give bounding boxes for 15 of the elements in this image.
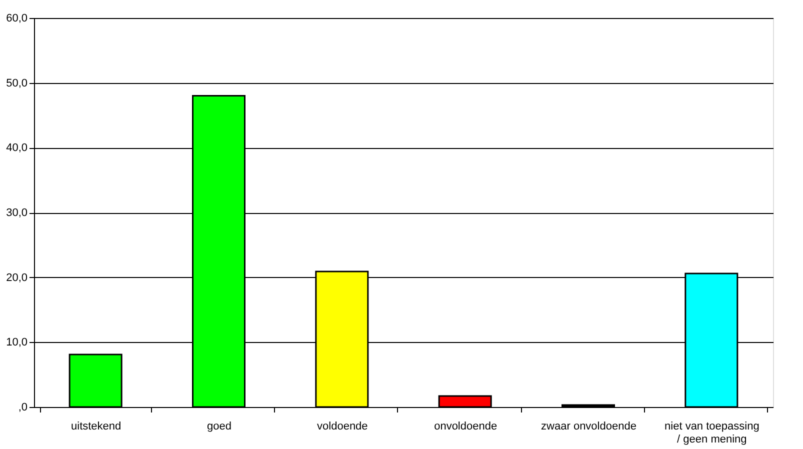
bar: [68, 354, 122, 408]
x-tick-label: niet van toepassing / geen mening: [664, 420, 760, 446]
y-tick-label: 60,0: [6, 12, 28, 24]
x-tick-label: onvoldoende: [434, 420, 498, 432]
x-tick-label: uitstekend: [71, 420, 122, 432]
y-tick-label: 50,0: [6, 77, 28, 90]
y-tick-label: 40,0: [6, 142, 28, 154]
y-tick-label: 10,0: [6, 336, 28, 349]
y-tick-label: 20,0: [6, 272, 28, 284]
x-tick-label: goed: [207, 420, 232, 432]
x-tick-label: voldoende: [317, 420, 368, 432]
bar: [438, 395, 492, 408]
y-tick-label: 30,0: [6, 207, 28, 219]
y-tick-label: ,0: [18, 402, 28, 414]
x-tick-label: zwaar onvoldoende: [541, 420, 636, 432]
